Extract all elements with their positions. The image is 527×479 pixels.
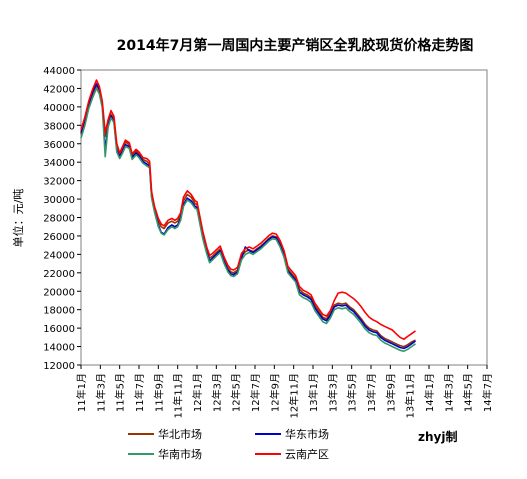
x-tick-label: 12年7月	[249, 373, 262, 412]
y-tick-label: 12000	[43, 361, 75, 372]
x-tick-label: 11年5月	[114, 373, 127, 412]
x-tick-label: 12年1月	[191, 373, 204, 412]
series-layer	[80, 79, 416, 352]
x-tick-label: 14年7月	[481, 373, 494, 412]
x-tick-label: 11年3月	[94, 373, 107, 412]
y-tick-label: 40000	[43, 103, 75, 114]
x-tick-label: 13年7月	[365, 373, 378, 412]
series-line-3	[80, 87, 416, 352]
legend-label: 华北市场	[158, 427, 202, 441]
chart-title: 2014年7月第一周国内主要产销区全乳胶现货价格走势图	[117, 37, 474, 54]
x-tick-label: 11年9月	[152, 373, 165, 412]
x-tick-label: 13年1月	[307, 373, 320, 412]
y-tick-label: 32000	[43, 177, 75, 188]
y-tick-label: 38000	[43, 121, 75, 132]
y-tick-label: 42000	[43, 84, 75, 95]
x-tick-label: 12年11月	[288, 373, 301, 418]
y-tick-label: 26000	[43, 232, 75, 243]
y-tick-label: 20000	[43, 287, 75, 298]
y-tick-label: 30000	[43, 195, 75, 206]
x-tick-label: 14年5月	[462, 373, 475, 412]
x-tick-label: 13年3月	[326, 373, 339, 412]
x-tick-label: 13年5月	[346, 373, 359, 412]
x-tick-label: 11年7月	[133, 373, 146, 412]
x-tick-label: 12年3月	[210, 373, 223, 412]
x-tick-label: 11年1月	[75, 373, 88, 412]
legend-label: 云南产区	[285, 447, 329, 461]
y-tick-label: 16000	[43, 324, 75, 335]
y-tick-label: 22000	[43, 269, 75, 280]
x-tick-label: 14年1月	[423, 373, 436, 412]
chart-annotation: zhyj制	[418, 429, 457, 444]
x-tick-label: 12年9月	[268, 373, 281, 412]
y-axis: 12000 14000 16000 18000 20000 22000 24000 26000…	[43, 66, 81, 372]
y-tick-label: 34000	[43, 158, 75, 169]
y-tick-label: 24000	[43, 250, 75, 261]
x-tick-label: 13年11月	[404, 373, 417, 418]
legend-label: 华南市场	[158, 447, 202, 461]
y-axis-label: 单位：元/吨	[11, 189, 25, 248]
x-tick-label: 12年5月	[230, 373, 243, 412]
y-tick-label: 14000	[43, 343, 75, 354]
legend-label: 华东市场	[285, 427, 329, 441]
x-tick-label: 14年3月	[442, 373, 455, 412]
x-tick-label: 11年11月	[172, 373, 185, 418]
y-tick-label: 28000	[43, 214, 75, 225]
y-tick-label: 44000	[43, 66, 75, 77]
x-axis: 11年1月 11年3月 11年5月 11年7月 11年9月 11年11月 12年1月 12年3…	[75, 365, 494, 418]
series-line-4	[80, 79, 416, 340]
y-tick-label: 36000	[43, 140, 75, 151]
plot-area	[80, 69, 488, 366]
y-tick-label: 18000	[43, 306, 75, 317]
plot-frame	[80, 69, 488, 366]
x-tick-label: 13年9月	[384, 373, 397, 412]
